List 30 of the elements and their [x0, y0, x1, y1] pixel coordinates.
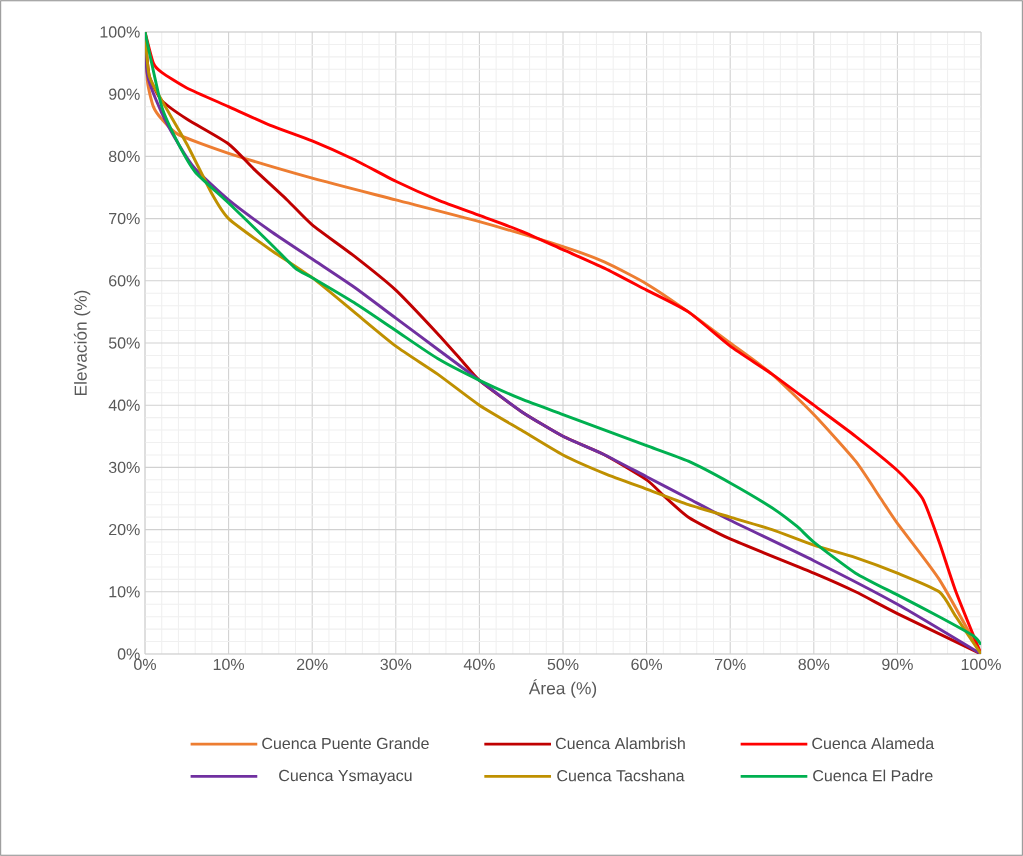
y-tick-label: 90%	[109, 88, 140, 100]
legend-label: Cuenca Ysmayacu	[279, 769, 412, 785]
x-tick-label: 0%	[134, 658, 156, 671]
y-tick-label: 40%	[108, 399, 140, 411]
y-tick-label: 80%	[108, 150, 140, 163]
x-tick-label: 20%	[296, 658, 328, 671]
x-tick-label: 10%	[213, 658, 245, 671]
legend-label: Cuenca Alambrish	[555, 737, 685, 750]
y-tick-label: 60%	[109, 275, 140, 287]
y-tick-label: 30%	[108, 461, 140, 474]
legend-label: Cuenca Tacshana	[557, 769, 685, 782]
legend-label: Cuenca Alameda	[812, 737, 935, 750]
legend-label: Cuenca El Padre	[813, 769, 933, 782]
x-tick-label: 40%	[463, 658, 495, 671]
x-tick-label: 30%	[380, 658, 412, 671]
x-tick-label: 90%	[882, 658, 913, 671]
x-tick-label: 60%	[631, 658, 663, 671]
x-tick-label: 50%	[547, 658, 579, 671]
x-tick-label: 70%	[715, 658, 746, 671]
y-axis-title: Elevación (%)	[73, 290, 91, 396]
y-tick-label: 10%	[109, 586, 140, 598]
y-tick-label: 20%	[109, 523, 140, 536]
y-tick-label: 50%	[108, 337, 140, 349]
x-tick-label: 80%	[798, 658, 830, 671]
y-tick-label: 100%	[100, 26, 140, 38]
legend-label: Cuenca Puente Grande	[262, 737, 429, 750]
y-tick-label: 0%	[117, 648, 140, 660]
x-tick-label: 100%	[961, 658, 1001, 671]
x-axis-title: Área (%)	[528, 679, 597, 698]
y-tick-label: 70%	[109, 212, 140, 225]
